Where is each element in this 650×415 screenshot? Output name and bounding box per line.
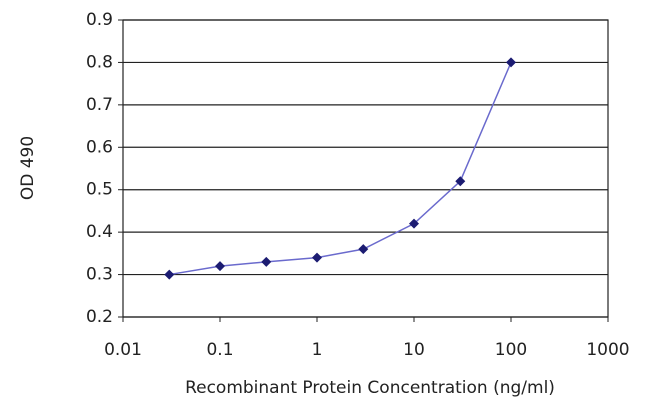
y-tick-label: 0.5 xyxy=(86,180,113,200)
x-tick-label: 0.01 xyxy=(104,340,142,360)
x-tick-label: 0.1 xyxy=(206,340,233,360)
y-tick-label: 0.4 xyxy=(86,222,113,242)
y-tick-label: 0.2 xyxy=(86,307,113,327)
x-tick-label: 1000 xyxy=(586,340,629,360)
data-point xyxy=(455,176,466,187)
y-tick-label: 0.6 xyxy=(86,137,113,157)
data-point xyxy=(164,269,175,280)
plot-border xyxy=(122,19,609,318)
x-axis-label: Recombinant Protein Concentration (ng/ml… xyxy=(185,378,555,398)
x-tick-label: 10 xyxy=(403,340,425,360)
data-point xyxy=(409,218,419,229)
data-point xyxy=(261,256,272,267)
y-tick-label: 0.3 xyxy=(86,265,113,285)
data-point xyxy=(312,252,322,263)
data-point xyxy=(358,244,369,255)
x-tick-label: 1 xyxy=(312,340,323,360)
y-tick-label: 0.9 xyxy=(86,10,113,30)
data-line xyxy=(169,62,512,276)
data-point xyxy=(506,57,516,68)
x-tick-label: 100 xyxy=(495,340,527,360)
data-point xyxy=(215,261,225,272)
y-axis-label: OD 490 xyxy=(18,136,38,200)
y-tick-label: 0.7 xyxy=(86,95,113,115)
y-tick-label: 0.8 xyxy=(86,52,113,72)
